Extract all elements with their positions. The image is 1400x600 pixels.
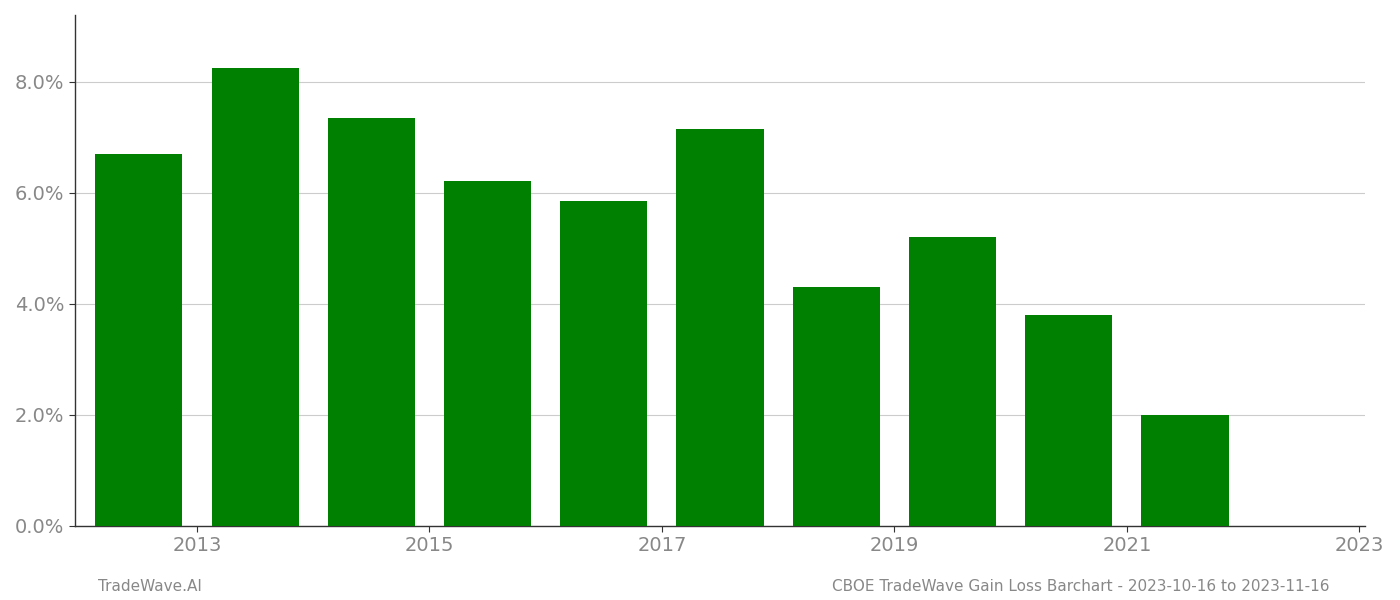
Bar xyxy=(792,287,879,526)
Text: CBOE TradeWave Gain Loss Barchart - 2023-10-16 to 2023-11-16: CBOE TradeWave Gain Loss Barchart - 2023… xyxy=(833,579,1330,594)
Bar xyxy=(444,181,531,526)
Bar xyxy=(211,68,298,526)
Bar xyxy=(1141,415,1229,526)
Bar xyxy=(1025,314,1113,526)
Text: TradeWave.AI: TradeWave.AI xyxy=(98,579,202,594)
Bar xyxy=(328,118,414,526)
Bar xyxy=(676,129,763,526)
Bar xyxy=(95,154,182,526)
Bar xyxy=(560,201,647,526)
Bar xyxy=(909,237,997,526)
